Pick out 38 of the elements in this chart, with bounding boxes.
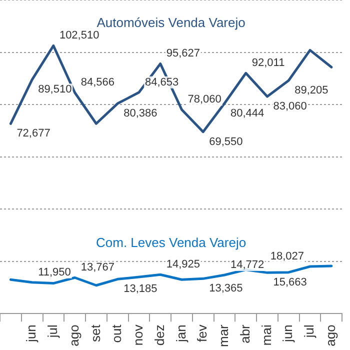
x-tick-label: mar (216, 324, 232, 347)
data-label: 95,627 (166, 48, 200, 60)
data-label: 80,444 (230, 107, 264, 120)
data-label: 89,205 (294, 84, 328, 97)
data-label: 80,386 (124, 108, 158, 120)
x-tick-label: jun (24, 324, 39, 343)
x-tick-label: ago (66, 324, 82, 346)
data-label: 83,060 (273, 100, 307, 113)
data-label: 84,566 (80, 76, 114, 89)
data-label: 69,550 (209, 136, 243, 148)
x-tick-label: mai (258, 324, 274, 346)
data-label: 13,767 (80, 262, 114, 274)
data-label: 15,663 (273, 276, 307, 289)
x-tick-label: fev (194, 324, 210, 342)
x-tick-label: nov (130, 324, 146, 346)
data-label: 72,677 (16, 128, 50, 140)
x-tick-label: dez (152, 324, 167, 346)
x-tick-label: jan (173, 324, 188, 343)
data-label: 78,060 (188, 94, 222, 106)
data-label: 11,950 (38, 266, 71, 278)
x-tick-label: ago (322, 324, 338, 346)
data-label: 14,772 (230, 259, 264, 272)
data-label: 89,510 (38, 84, 72, 96)
data-label: 102,510 (59, 30, 100, 42)
data-label: 13,185 (124, 283, 158, 296)
text: Automóveis Venda Varejo (96, 14, 246, 30)
x-tick-label: jul (45, 324, 60, 339)
data-label: 92,011 (252, 57, 285, 70)
x-tick-label: jul (302, 324, 317, 339)
data-label: 18,027 (270, 250, 304, 263)
x-tick-label: abr (237, 324, 252, 344)
x-tick-label: set (88, 324, 103, 342)
data-label: 14,925 (166, 258, 200, 271)
data-label: 13,365 (209, 282, 243, 295)
x-tick-label: out (109, 324, 124, 343)
series-label: Com. Leves Venda Varejo (96, 235, 246, 250)
x-tick-label: jun (280, 324, 296, 343)
data-label: 84,653 (144, 76, 179, 88)
